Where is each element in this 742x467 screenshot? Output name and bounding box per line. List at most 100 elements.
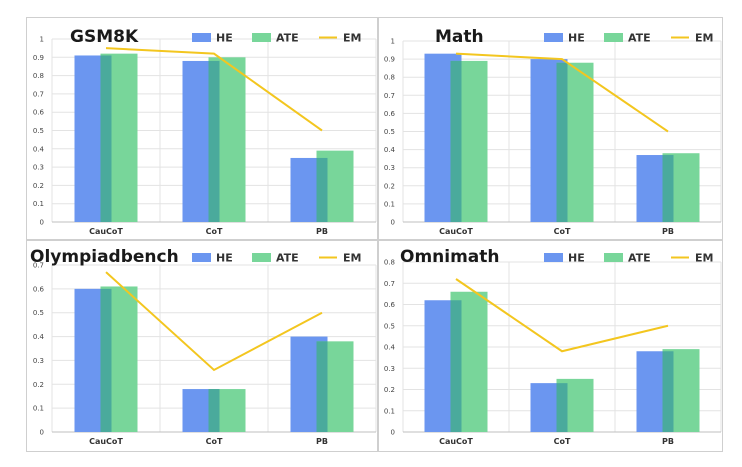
chart-panel-omnimath: 0 0.1 0.2 0.3 0.4 0.5 0.6 0.7 0.8 CauCoT CoT PB Omni… bbox=[378, 240, 723, 452]
bar-overlap-caucot bbox=[100, 55, 112, 222]
y-tick-label: 0.8 bbox=[33, 72, 44, 80]
legend-label-em: EM bbox=[343, 32, 361, 45]
y-tick-label: 0.5 bbox=[33, 309, 44, 317]
legend-swatch-ate bbox=[604, 253, 623, 262]
y-tick-label: 0.3 bbox=[384, 164, 395, 172]
y-tick-label: 0.5 bbox=[384, 128, 395, 136]
y-tick-label: 0.2 bbox=[384, 182, 395, 190]
y-tick-label: 1 bbox=[40, 36, 44, 44]
y-tick-label: 0.5 bbox=[33, 127, 44, 135]
legend-swatch-ate bbox=[252, 33, 271, 42]
y-tick-label: 0.9 bbox=[33, 54, 44, 62]
x-tick-label: PB bbox=[316, 227, 328, 236]
y-tick-label: 0.7 bbox=[384, 92, 395, 100]
y-tick-label: 0.7 bbox=[384, 280, 395, 288]
bar-overlap-caucot bbox=[450, 300, 462, 432]
bar-overlap-caucot bbox=[450, 60, 462, 222]
x-tick-label: CauCoT bbox=[89, 227, 123, 236]
em-line bbox=[455, 278, 669, 353]
x-tick-label: PB bbox=[316, 437, 328, 446]
y-tick-label: 0.1 bbox=[33, 200, 44, 208]
panel-frame bbox=[378, 240, 723, 452]
panel-frame bbox=[26, 17, 378, 240]
y-tick-label: 0.6 bbox=[384, 301, 396, 309]
y-tick-label: 0 bbox=[40, 429, 44, 437]
y-tick-label: 0.2 bbox=[33, 381, 44, 389]
legend-swatch-he bbox=[544, 253, 563, 262]
y-tick-label: 0.8 bbox=[384, 259, 395, 267]
chart-title: GSM8K bbox=[70, 27, 139, 47]
legend-label-em: EM bbox=[695, 252, 713, 265]
y-tick-label: 0.6 bbox=[33, 109, 45, 117]
chart-panel-olympiadbench: 0 0.1 0.2 0.3 0.4 0.5 0.6 0.7 CauCoT CoT PB Olympia… bbox=[26, 240, 378, 452]
legend-swatch-ate bbox=[604, 33, 623, 42]
chart-svg: 0 0.1 0.2 0.3 0.4 0.5 0.6 0.7 0.8 CauCoT CoT PB Omni… bbox=[378, 240, 723, 452]
y-tick-label: 0 bbox=[40, 219, 44, 227]
y-tick-label: 0.4 bbox=[384, 344, 396, 352]
bar-overlap-pb bbox=[316, 157, 328, 222]
y-tick-label: 0.4 bbox=[33, 333, 45, 341]
chart-panel-math: 0 0.1 0.2 0.3 0.4 0.5 0.6 0.7 0.8 0.9 1 CauCoT CoT PB… bbox=[378, 17, 723, 240]
legend-swatch-he bbox=[544, 33, 563, 42]
y-tick-label: 0.3 bbox=[33, 164, 44, 172]
chart-title: Omnimath bbox=[400, 247, 500, 267]
legend-label-he: HE bbox=[568, 32, 585, 45]
chart-svg: 0 0.1 0.2 0.3 0.4 0.5 0.6 0.7 0.8 0.9 1 CauCoT CoT PB… bbox=[26, 17, 378, 240]
x-tick-label: CoT bbox=[554, 437, 571, 446]
y-tick-label: 0.7 bbox=[33, 262, 44, 270]
y-tick-label: 0.6 bbox=[384, 110, 396, 118]
y-tick-label: 0.4 bbox=[33, 145, 45, 153]
em-line bbox=[105, 271, 323, 372]
y-tick-label: 0.2 bbox=[384, 386, 395, 394]
bar-overlap-pb bbox=[662, 155, 674, 222]
bar-overlap-pb bbox=[662, 351, 674, 432]
panel-frame bbox=[26, 240, 378, 452]
chart-svg: 0 0.1 0.2 0.3 0.4 0.5 0.6 0.7 0.8 0.9 1 CauCoT CoT PB… bbox=[378, 17, 723, 240]
y-tick-label: 0.1 bbox=[33, 405, 44, 413]
y-tick-label: 0.6 bbox=[33, 285, 45, 293]
chart-panel-gsm8k: 0 0.1 0.2 0.3 0.4 0.5 0.6 0.7 0.8 0.9 1 CauCoT CoT PB… bbox=[26, 17, 378, 240]
legend-swatch-ate bbox=[252, 253, 271, 262]
bar-overlap-cot bbox=[556, 383, 568, 432]
x-tick-label: CoT bbox=[554, 227, 571, 236]
y-tick-label: 0.1 bbox=[384, 407, 395, 415]
legend-label-ate: ATE bbox=[276, 32, 299, 45]
y-tick-label: 0.9 bbox=[384, 56, 395, 64]
y-tick-label: 0.5 bbox=[384, 322, 395, 330]
legend-swatch-he bbox=[192, 253, 211, 262]
legend-label-he: HE bbox=[216, 252, 233, 265]
bar-overlap-pb bbox=[316, 341, 328, 432]
y-tick-label: 1 bbox=[391, 38, 395, 46]
bar-overlap-caucot bbox=[100, 288, 112, 432]
legend-label-em: EM bbox=[695, 32, 713, 45]
legend-label-ate: ATE bbox=[276, 252, 299, 265]
legend-label-he: HE bbox=[216, 32, 233, 45]
x-tick-label: CoT bbox=[206, 227, 223, 236]
legend-label-ate: ATE bbox=[628, 32, 651, 45]
y-tick-label: 0.7 bbox=[33, 90, 44, 98]
chart-svg: 0 0.1 0.2 0.3 0.4 0.5 0.6 0.7 CauCoT CoT PB Olympia… bbox=[26, 240, 378, 452]
x-tick-label: CauCoT bbox=[439, 227, 473, 236]
legend-label-ate: ATE bbox=[628, 252, 651, 265]
x-tick-label: CoT bbox=[206, 437, 223, 446]
y-tick-label: 0.3 bbox=[384, 365, 395, 373]
x-tick-label: CauCoT bbox=[439, 437, 473, 446]
y-tick-label: 0.2 bbox=[33, 182, 44, 190]
y-tick-label: 0.4 bbox=[384, 146, 396, 154]
legend-label-em: EM bbox=[343, 252, 361, 265]
x-tick-label: PB bbox=[662, 227, 674, 236]
y-tick-label: 0 bbox=[391, 429, 395, 437]
panel-frame bbox=[378, 17, 723, 240]
chart-title: Olympiadbench bbox=[30, 247, 179, 267]
legend-swatch-he bbox=[192, 33, 211, 42]
x-tick-label: PB bbox=[662, 437, 674, 446]
y-tick-label: 0.3 bbox=[33, 357, 44, 365]
chart-title: Math bbox=[435, 27, 484, 47]
bar-overlap-cot bbox=[556, 62, 568, 222]
y-tick-label: 0.1 bbox=[384, 200, 395, 208]
bar-overlap-cot bbox=[208, 389, 220, 432]
bar-overlap-cot bbox=[208, 60, 220, 223]
legend-label-he: HE bbox=[568, 252, 585, 265]
y-tick-label: 0 bbox=[391, 219, 395, 227]
